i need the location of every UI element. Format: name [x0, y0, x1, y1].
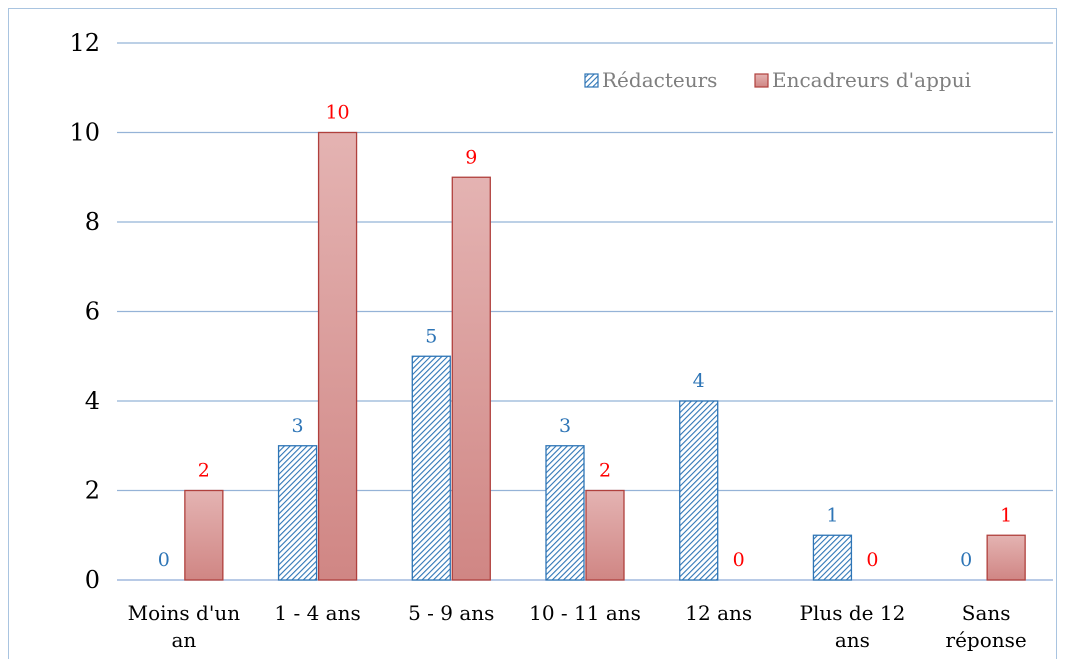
category-label: ans	[835, 628, 870, 652]
data-label: 1	[1000, 504, 1012, 526]
bar[interactable]	[812, 534, 853, 581]
category-label: Sans	[962, 601, 1011, 625]
bar[interactable]	[986, 534, 1026, 581]
category-label: 1 - 4 ans	[274, 601, 360, 625]
y-tick-label: 12	[69, 29, 100, 57]
y-tick-label: 4	[85, 387, 100, 415]
category-label: 5 - 9 ans	[408, 601, 494, 625]
category-label: an	[171, 628, 196, 652]
data-label: 0	[866, 549, 878, 571]
bar[interactable]	[277, 445, 318, 581]
data-label: 10	[325, 102, 349, 124]
data-label: 0	[960, 549, 972, 571]
category-label: 12 ans	[685, 601, 752, 625]
y-tick-label: 10	[69, 119, 100, 147]
legend-swatch	[584, 73, 599, 88]
category-label: réponse	[946, 628, 1027, 652]
data-label: 0	[733, 549, 745, 571]
bar[interactable]	[679, 400, 719, 581]
category-label: 10 - 11 ans	[529, 601, 641, 625]
y-tick-label: 6	[85, 298, 100, 326]
legend-label: Encadreurs d'appui	[772, 68, 971, 92]
legend-swatch	[754, 73, 769, 88]
bar[interactable]	[585, 489, 625, 581]
data-label: 0	[158, 549, 170, 571]
chart-frame	[8, 8, 1057, 659]
y-tick-label: 0	[85, 566, 100, 594]
data-label: 1	[826, 504, 838, 526]
y-tick-label: 8	[85, 208, 100, 236]
data-label: 4	[693, 370, 705, 392]
bar[interactable]	[317, 131, 358, 581]
bar[interactable]	[545, 445, 585, 581]
data-label: 3	[292, 415, 304, 437]
bar[interactable]	[184, 489, 224, 581]
y-tick-label: 2	[85, 477, 100, 505]
data-label: 9	[465, 146, 477, 168]
data-label: 2	[198, 460, 210, 482]
legend-label: Rédacteurs	[602, 68, 717, 92]
bar[interactable]	[451, 176, 491, 581]
data-label: 2	[599, 460, 611, 482]
data-label: 5	[425, 325, 437, 347]
data-label: 3	[559, 415, 571, 437]
category-label: Plus de 12	[800, 601, 906, 625]
bar[interactable]	[411, 355, 451, 581]
category-label: Moins d'un	[128, 601, 241, 625]
